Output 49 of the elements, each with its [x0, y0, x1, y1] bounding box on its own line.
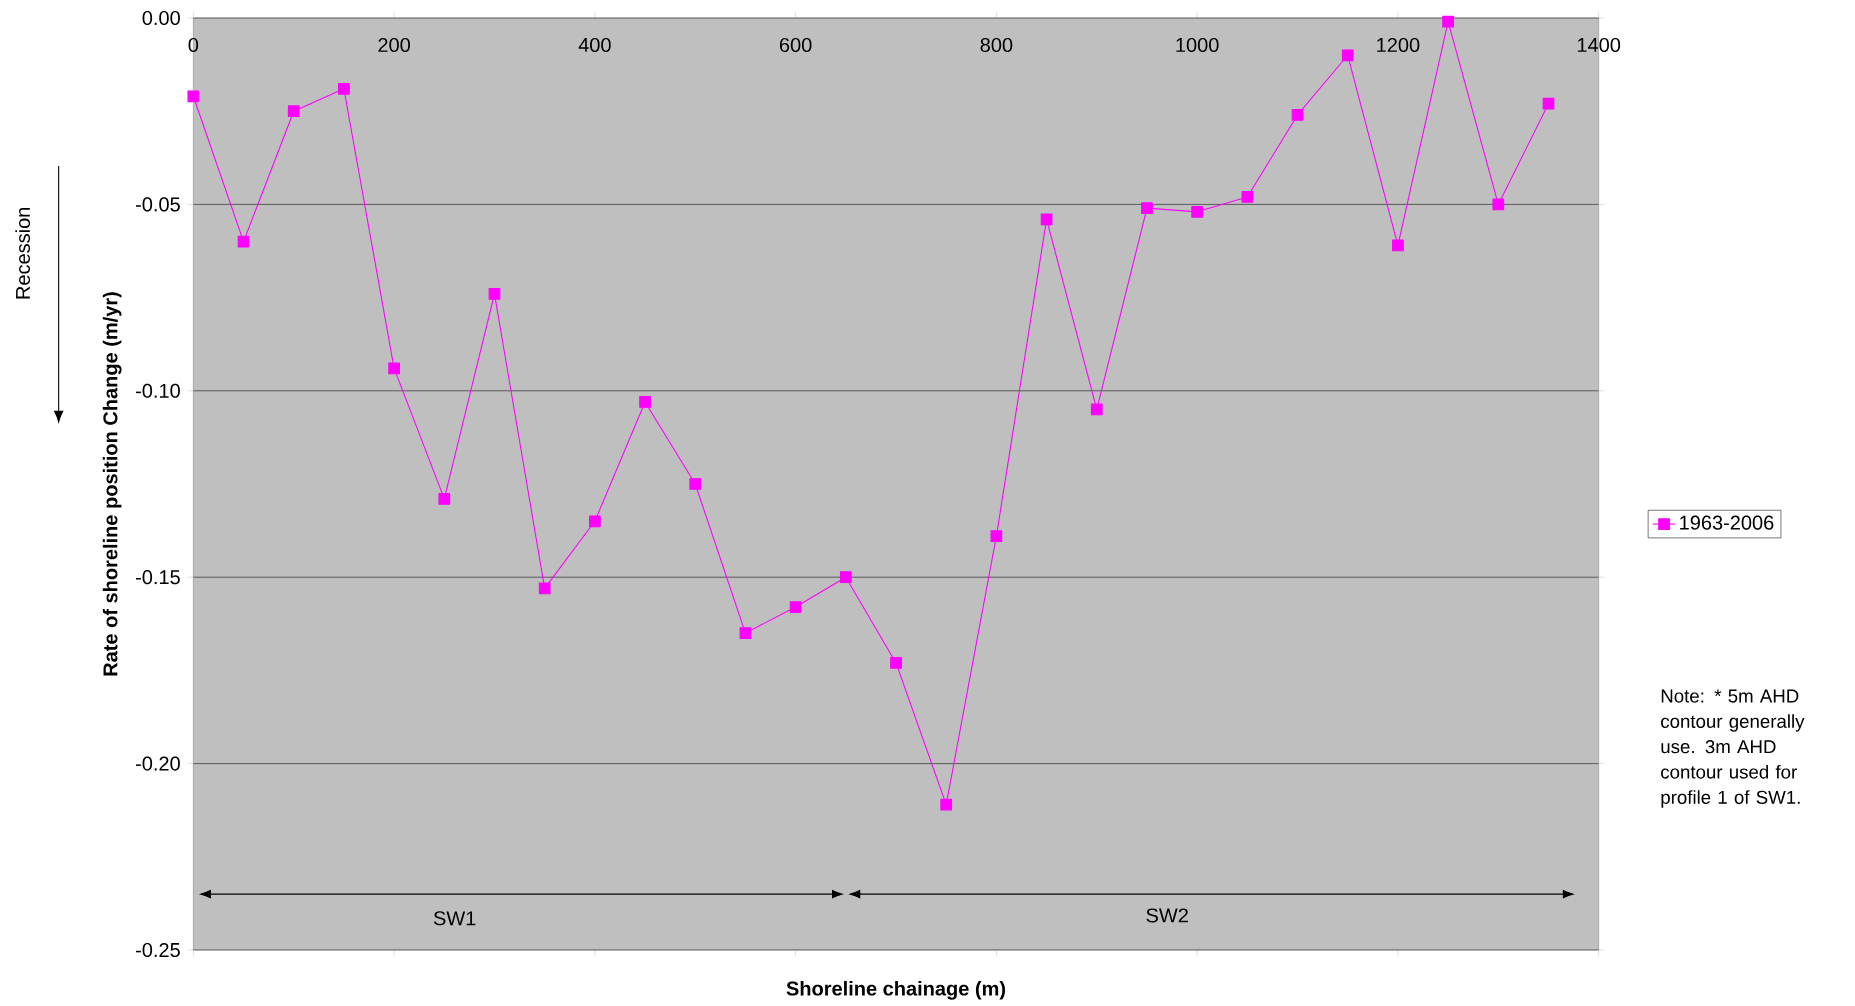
x-tick-label: 0 [188, 37, 199, 52]
point [739, 627, 752, 639]
point [1492, 198, 1505, 211]
text: Recession [15, 207, 31, 299]
y-tick-label: -0.25 [136, 942, 180, 957]
point [689, 477, 702, 490]
point [488, 287, 501, 300]
x-tick-label: 1400 [1577, 37, 1621, 52]
point [438, 492, 451, 505]
point [588, 515, 601, 527]
x-tick-label: 800 [980, 37, 1013, 52]
point [1392, 239, 1404, 252]
point [990, 530, 1003, 542]
annotation: SW2 [1146, 908, 1188, 923]
point [839, 571, 852, 583]
annotation: SW1 [433, 911, 476, 926]
point [237, 235, 250, 248]
point [639, 395, 651, 408]
y-tick-label: -0.05 [136, 197, 180, 212]
text: Note: * 5m AHD contour generally use. 3m AHD contour used for profile 1 of SW1. [1661, 689, 1805, 808]
point [1442, 15, 1454, 28]
point [538, 582, 551, 595]
x-tick-label: 600 [779, 37, 812, 52]
x-tick-label: 1200 [1377, 37, 1420, 52]
y-axis-title: Rate of shoreline position Change (m/yr) [102, 292, 122, 676]
point [1040, 213, 1053, 226]
point [287, 105, 300, 117]
x-tick-label: 1000 [1176, 37, 1219, 52]
point [1542, 97, 1555, 110]
y-tick-label: 0.00 [142, 10, 180, 25]
y-tick-label: -0.15 [136, 569, 180, 585]
x-axis-title: Shoreline chainage (m) [786, 980, 1006, 1000]
point [789, 600, 802, 613]
point [1191, 205, 1204, 218]
point [388, 362, 400, 375]
point [1241, 190, 1254, 203]
x-tick-label: 400 [578, 37, 611, 52]
point [187, 90, 200, 102]
point [1341, 49, 1354, 61]
y-tick-label: -0.10 [136, 383, 180, 398]
point [1090, 403, 1103, 416]
point [1141, 202, 1153, 214]
x-tick-label: 200 [378, 37, 410, 52]
point [940, 798, 953, 811]
legend-label: 1963-2006 [1680, 515, 1774, 530]
point [1291, 108, 1304, 121]
y-tick-label: -0.20 [136, 756, 180, 771]
point [890, 656, 902, 669]
point [338, 82, 350, 95]
